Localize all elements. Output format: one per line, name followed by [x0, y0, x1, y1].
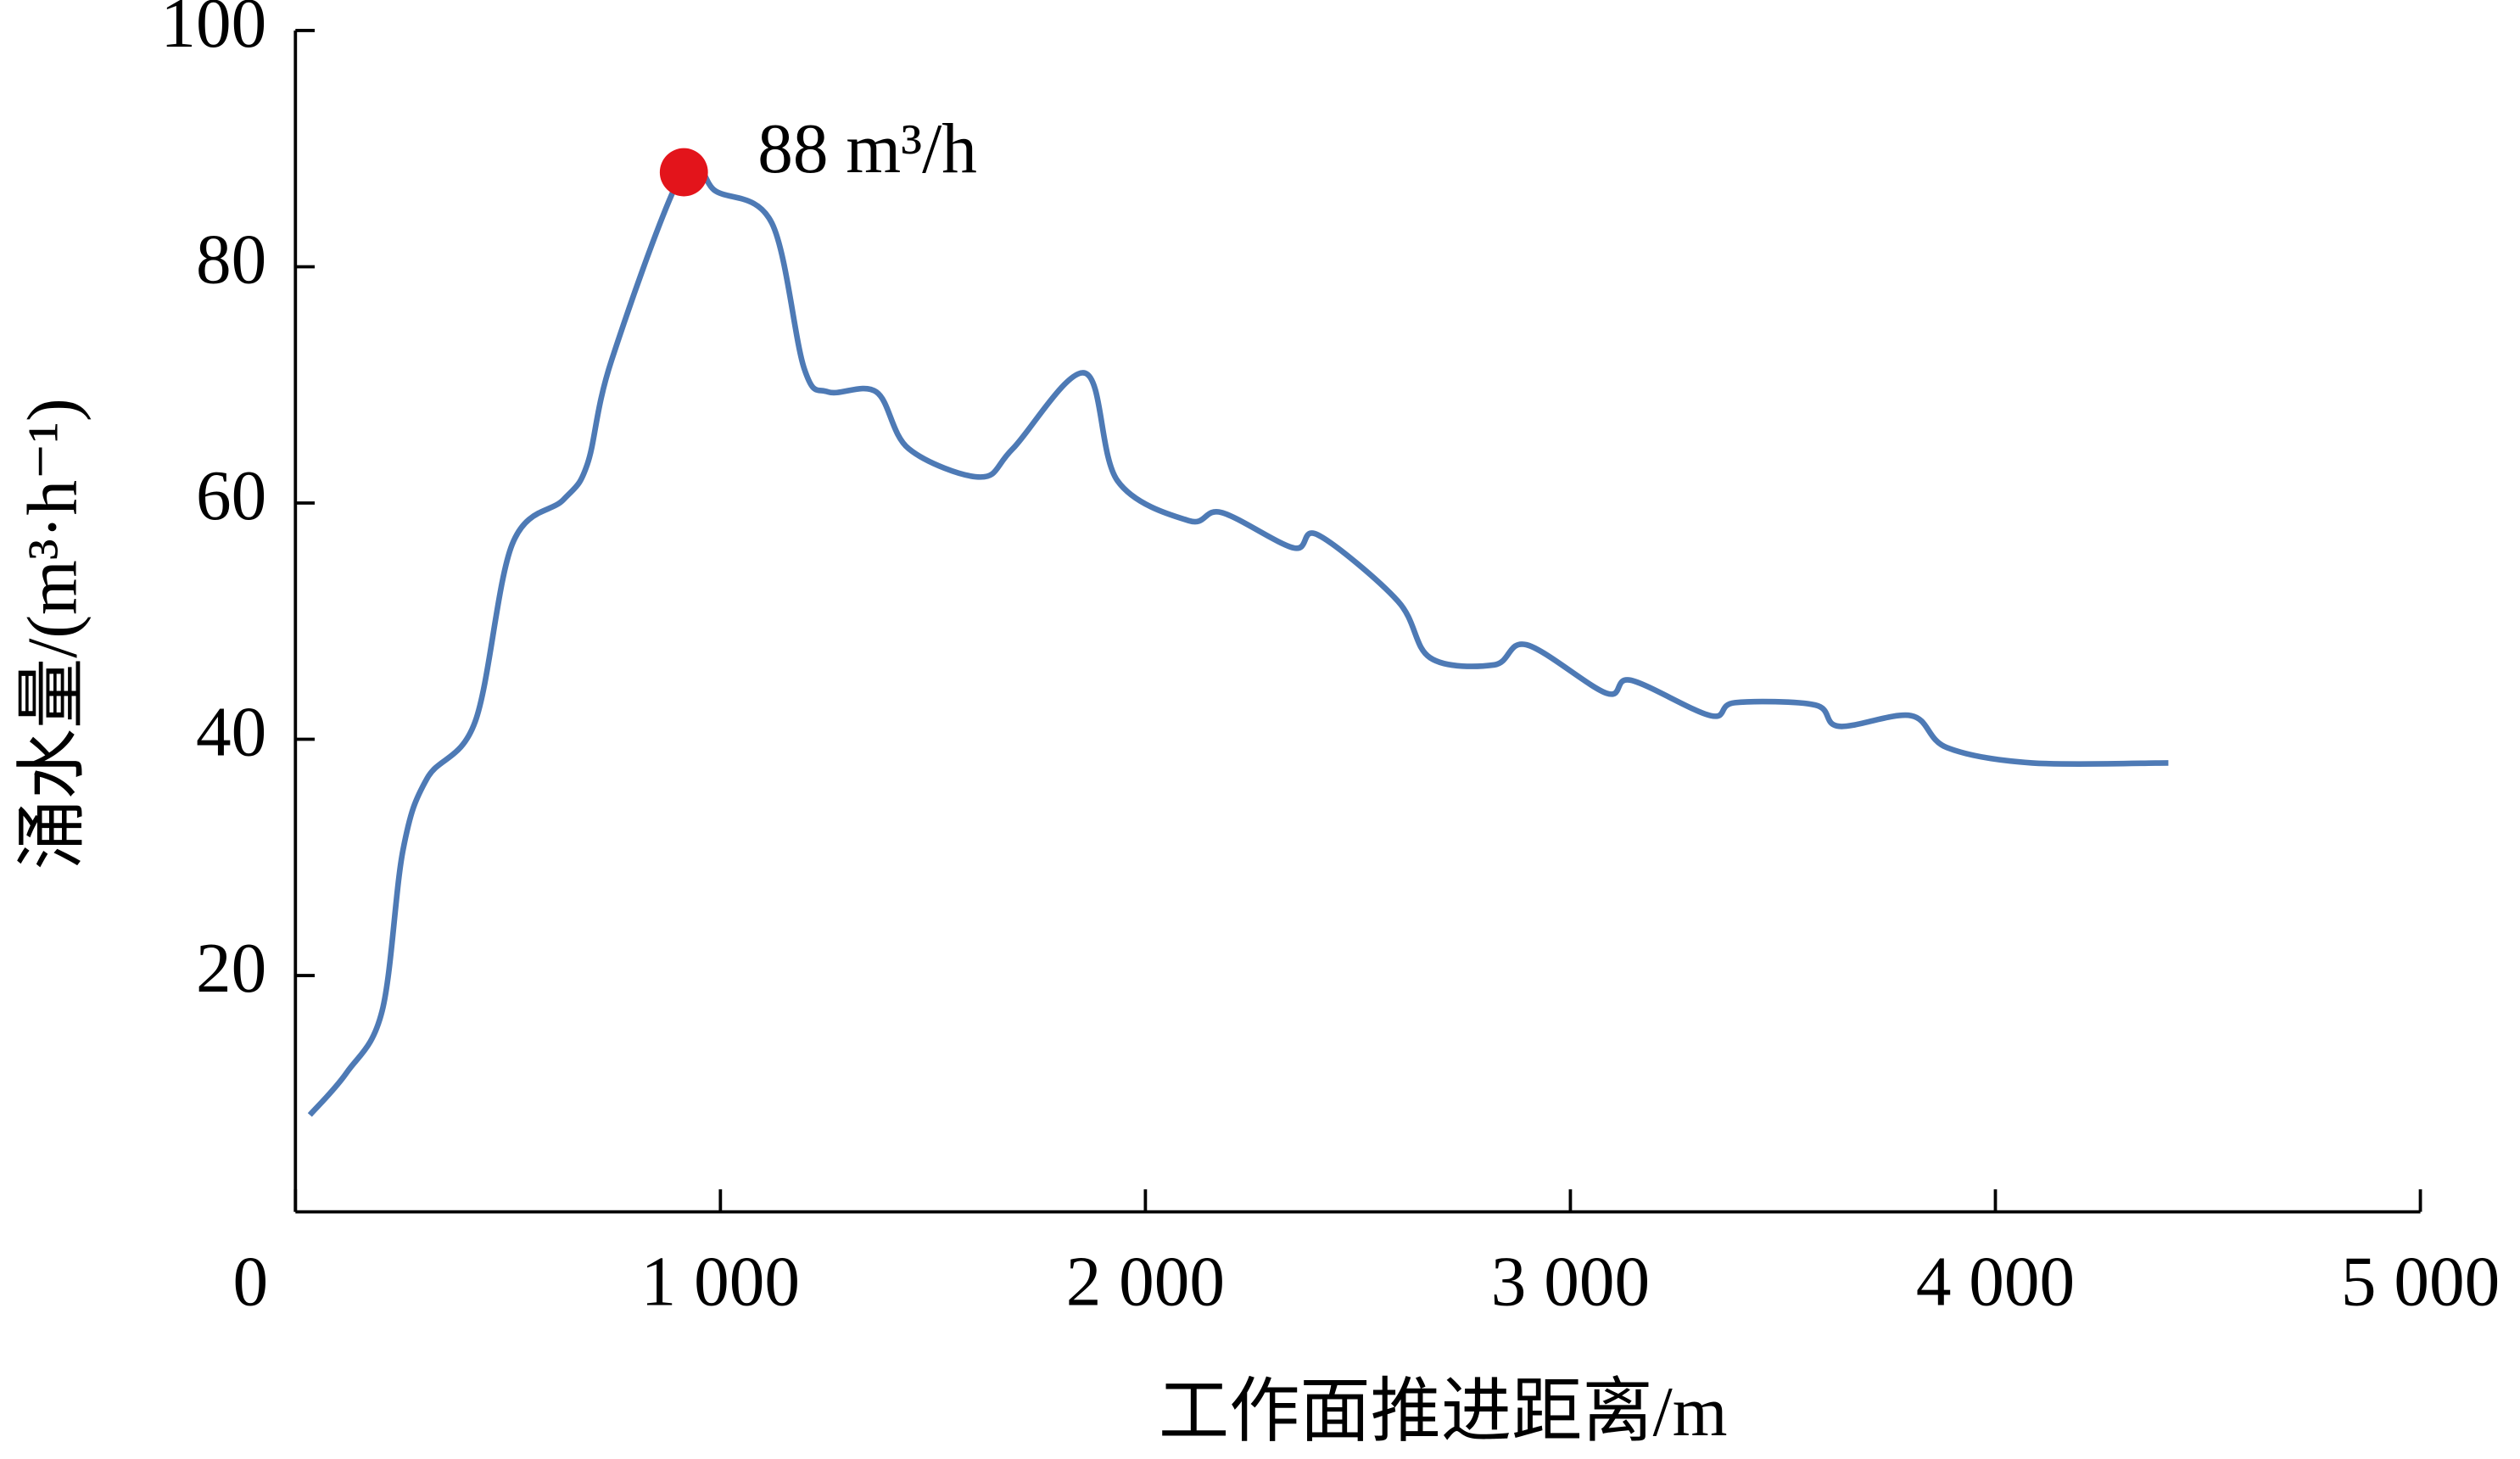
y-tick-label: 60: [196, 457, 266, 535]
x-tick-label: 0: [233, 1244, 269, 1322]
y-tick-label: 100: [160, 0, 266, 63]
y-axis-title: 涌水量/(m³·h⁻¹): [14, 398, 92, 869]
x-tick-label: 4 000: [1916, 1244, 2075, 1322]
peak-marker: [659, 148, 708, 197]
y-tick-label: 40: [196, 694, 266, 772]
x-tick-label: 1 000: [641, 1244, 800, 1322]
x-tick-label: 3 000: [1491, 1244, 1650, 1322]
y-tick-label: 80: [196, 221, 266, 299]
x-axis-title: 工作面推进距离/m: [1159, 1373, 1728, 1451]
line-series: [307, 157, 2169, 1117]
x-tick-label: 2 000: [1066, 1244, 1225, 1322]
annotation: 88 m³/h: [757, 110, 977, 188]
y-tick-label: 20: [196, 930, 266, 1008]
x-tick-label: 5 000: [2341, 1244, 2500, 1322]
